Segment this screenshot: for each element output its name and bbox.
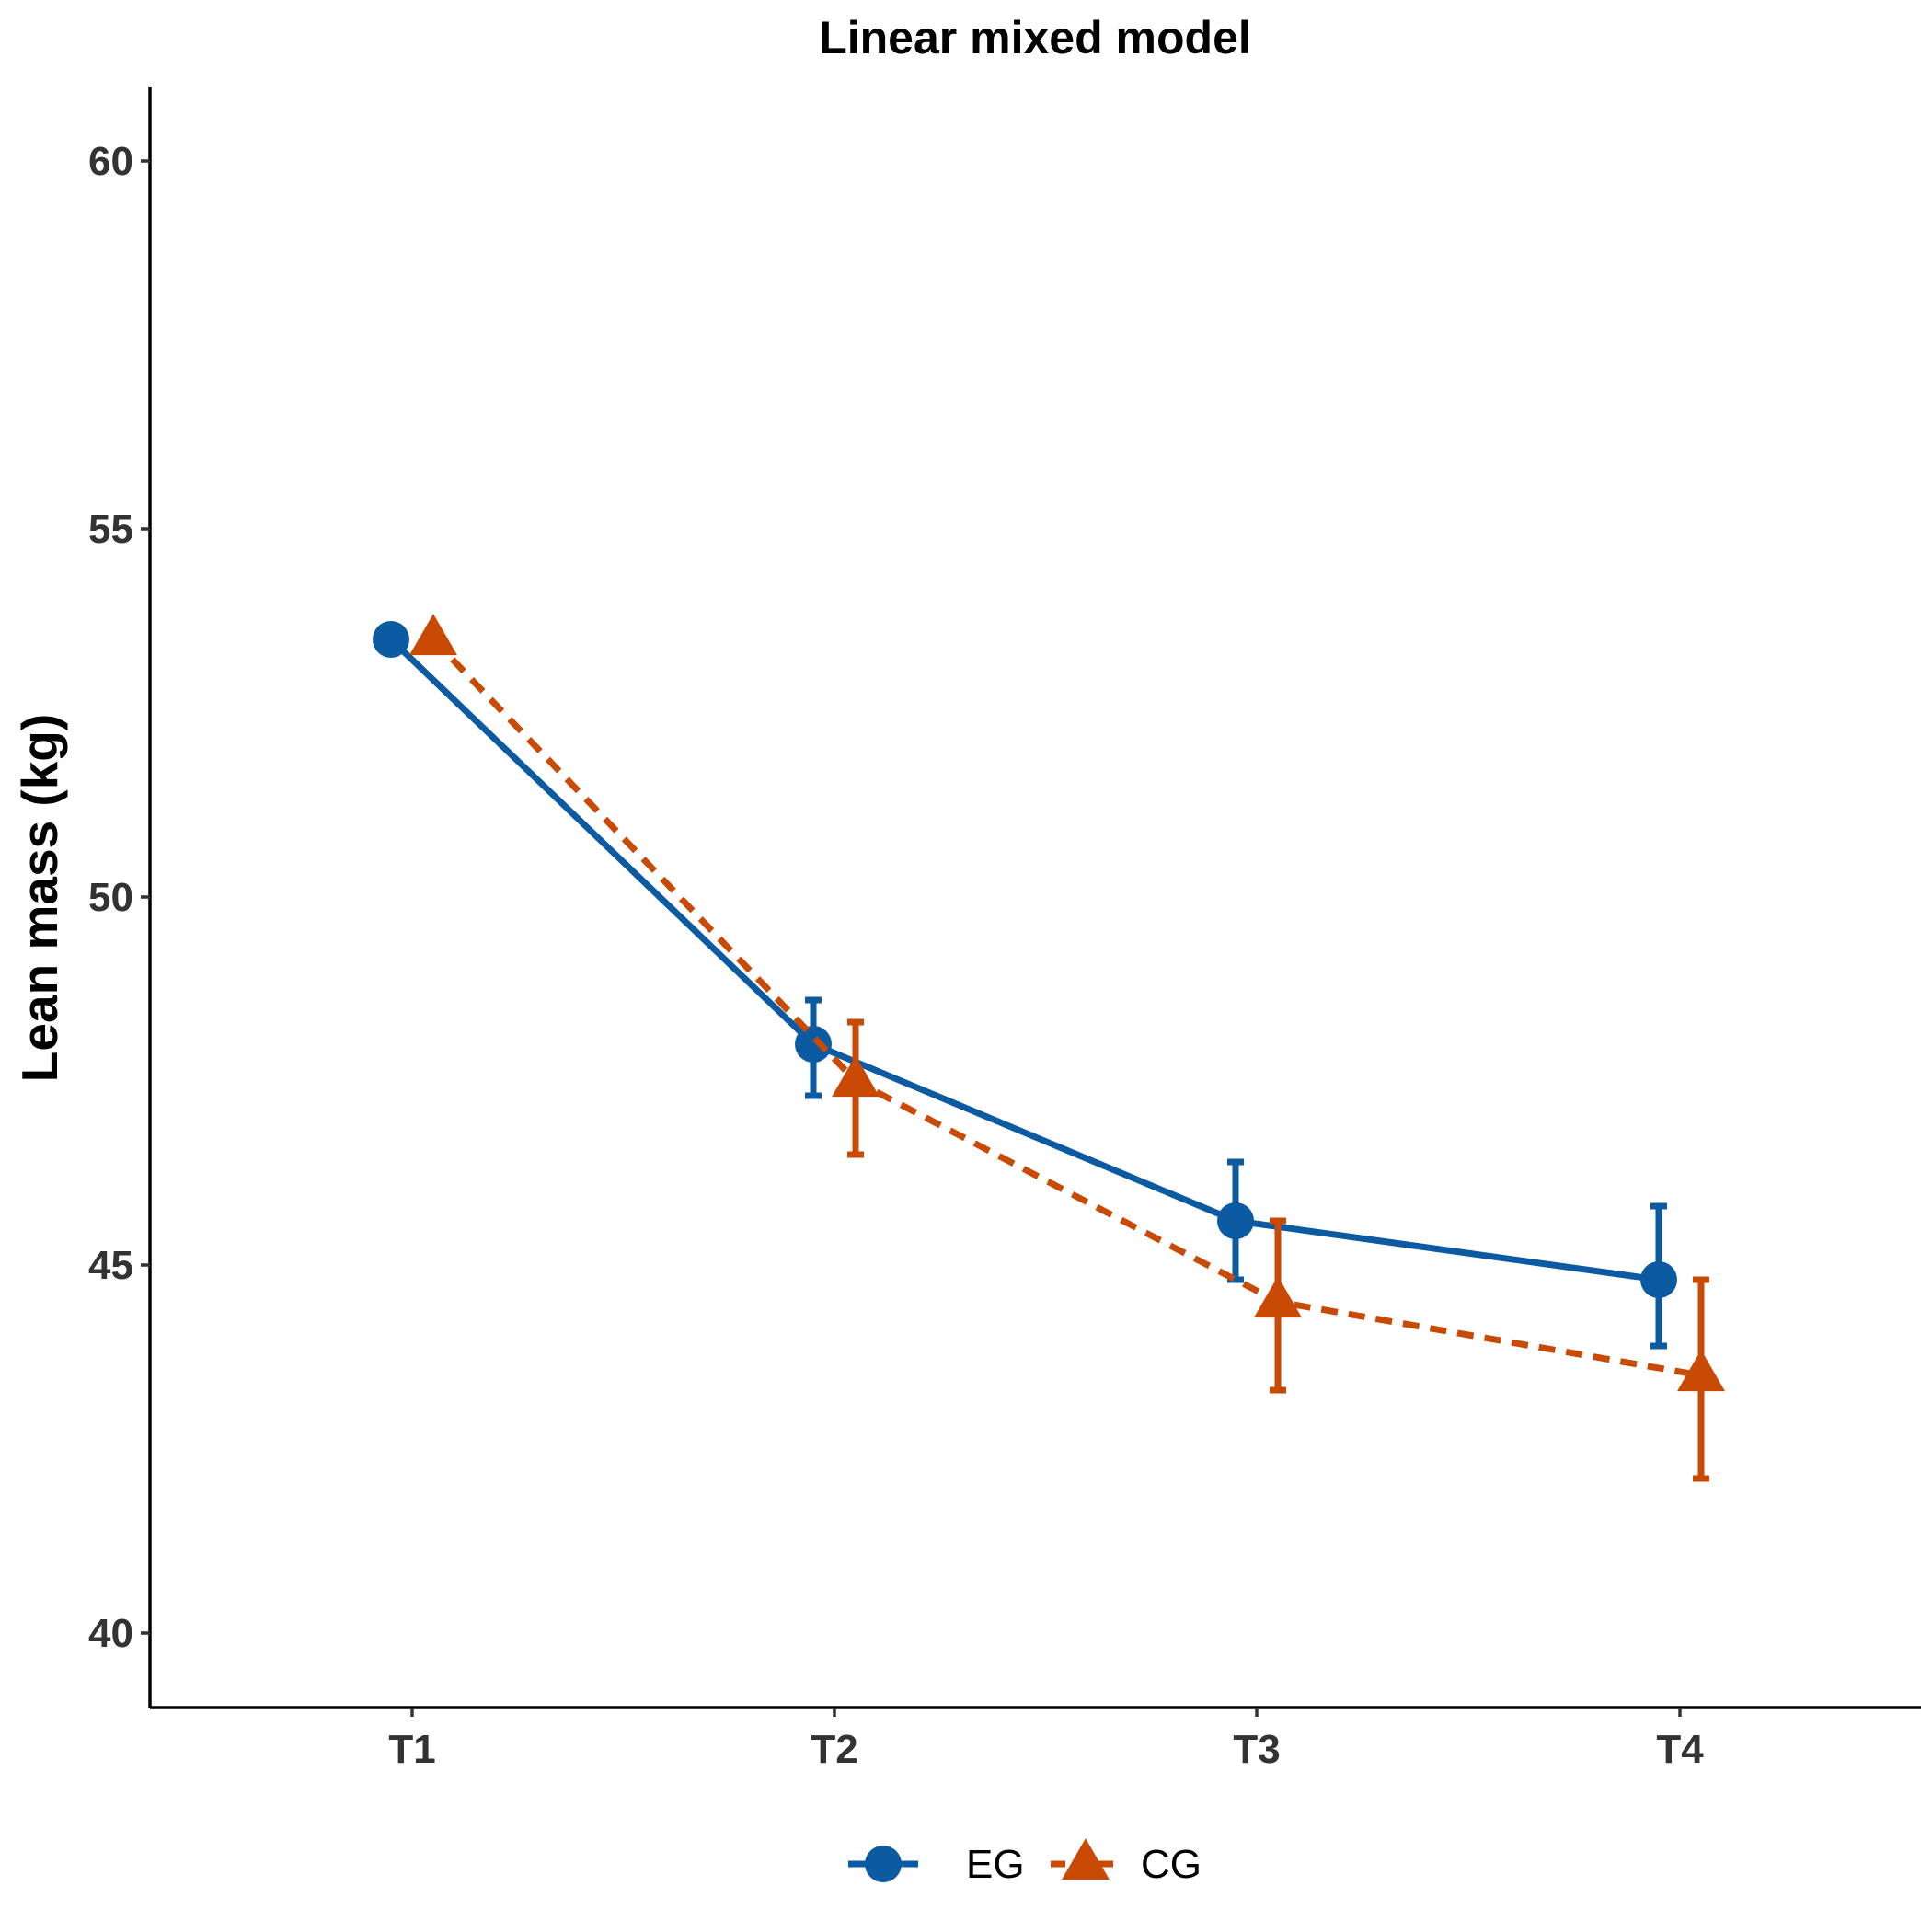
data-point-triangle (1254, 1276, 1302, 1318)
legend-label: CG (1141, 1842, 1202, 1887)
y-axis-label: Lean mass (kg) (11, 714, 68, 1082)
data-point-triangle (409, 614, 457, 656)
data-point-circle (1217, 1202, 1254, 1239)
legend-item-cg: CG (1051, 1838, 1202, 1887)
series-line (431, 637, 1702, 1379)
y-tick-label: 45 (88, 1243, 133, 1288)
data-point-triangle (1677, 1350, 1725, 1392)
x-tick-label: T2 (811, 1727, 857, 1772)
x-axis-ticks: T1 T2 T3 T4 (388, 1708, 1704, 1772)
y-tick-label: 50 (88, 875, 133, 920)
legend-triangle-key (1062, 1838, 1110, 1880)
series-cg (409, 614, 1725, 1482)
y-tick-label: 55 (88, 507, 133, 552)
x-tick-label: T4 (1656, 1727, 1704, 1772)
chart-title: Linear mixed model (819, 12, 1251, 63)
legend-item-eg: EG (848, 1842, 1025, 1887)
series-line (388, 637, 1660, 1283)
legend-circle-key (865, 1846, 902, 1882)
legend: EG CG (848, 1838, 1202, 1887)
data-point-circle (373, 621, 409, 658)
x-tick-label: T3 (1233, 1727, 1280, 1772)
data-point-triangle (832, 1055, 880, 1098)
data-point-circle (1640, 1261, 1677, 1298)
y-tick-label: 40 (88, 1611, 133, 1656)
legend-label: EG (966, 1842, 1025, 1887)
series-eg (373, 621, 1677, 1350)
data-point-circle (795, 1026, 832, 1063)
series-layer (373, 614, 1725, 1482)
y-tick-label: 60 (88, 139, 133, 184)
x-tick-label: T1 (388, 1727, 435, 1772)
y-axis-ticks: 40 45 50 55 60 (88, 139, 150, 1656)
